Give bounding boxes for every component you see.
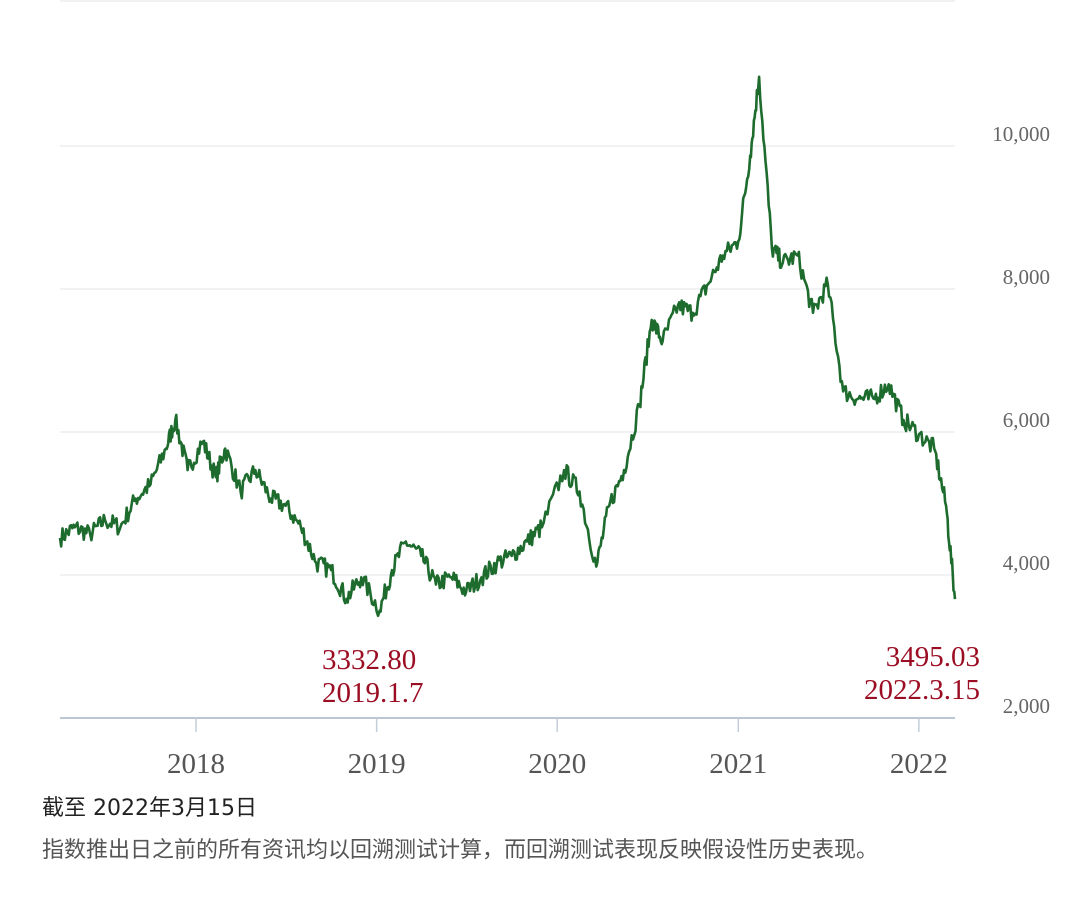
y-tick-label: 6,000	[1003, 408, 1050, 432]
grid-lines	[60, 0, 955, 576]
x-tick-label: 2022	[890, 748, 948, 780]
x-tick-label: 2020	[528, 748, 586, 780]
annotation-value: 3495.03	[886, 641, 980, 673]
x-tick-label: 2021	[709, 748, 767, 780]
as-of-date: 截至 2022年3月15日	[42, 796, 257, 821]
x-axis: 2018 2019 2020 2021 2022	[60, 717, 955, 780]
series-line	[58, 75, 957, 618]
y-tick-label: 10,000	[992, 122, 1050, 146]
x-tick-label: 2018	[167, 748, 225, 780]
backtest-note: 指数推出日之前的所有资讯均以回溯测试计算，而回溯测试表现反映假设性历史表现。	[42, 838, 879, 863]
annotation-value: 3332.80	[322, 644, 416, 676]
y-tick-label: 4,000	[1003, 551, 1050, 575]
series	[58, 75, 957, 618]
x-tick-label: 2019	[348, 748, 406, 780]
y-tick-label: 8,000	[1003, 265, 1050, 289]
y-tick-label: 2,000	[1003, 694, 1050, 718]
annotation-date: 2019.1.7	[322, 677, 424, 709]
annotation-date: 2022.3.15	[864, 674, 980, 706]
y-axis-ticks: 2,000 4,000 6,000 8,000 10,000	[992, 122, 1050, 718]
